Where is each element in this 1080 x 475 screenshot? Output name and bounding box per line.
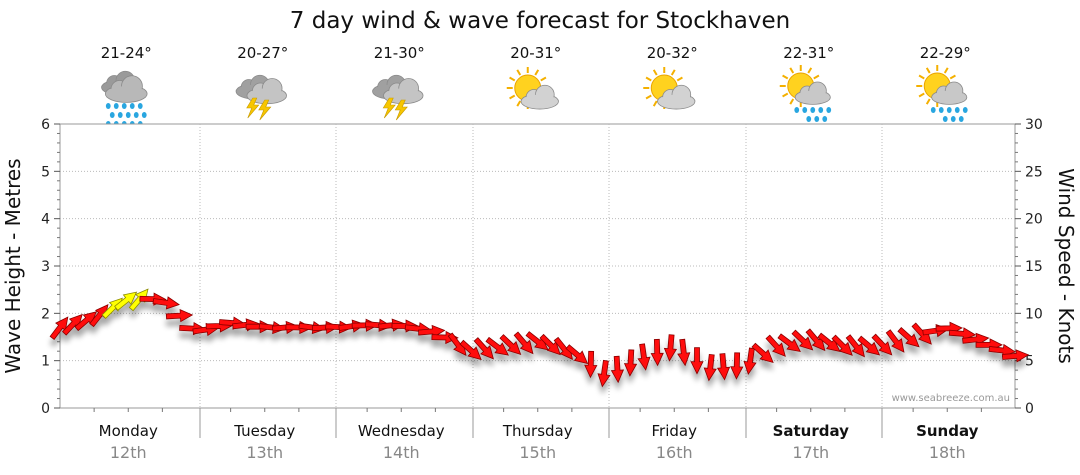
wind-arrow [485, 336, 509, 356]
left-tick-label: 0 [41, 401, 50, 417]
wind-arrow [459, 339, 482, 361]
wind-arrow [513, 331, 534, 355]
day-header: 21-24° 20-27° 21-30° 20-31° 20-32° 22-31° 22-2… [101, 44, 971, 127]
wind-arrow [597, 359, 611, 388]
grid [60, 124, 1015, 438]
wind-arrow [765, 334, 786, 357]
left-tick-label: 5 [41, 164, 50, 180]
wind-arrow [637, 343, 651, 371]
day-temperature-label: 20-27° [237, 44, 288, 62]
day-date-label: 18th [929, 443, 966, 462]
partly-sunny-icon [506, 67, 559, 110]
sun-shower-icon [916, 65, 968, 122]
day-temperature-label: 22-31° [783, 44, 834, 62]
wind-arrow [677, 338, 691, 367]
left-tick-label: 1 [41, 354, 50, 370]
wind-arrow [584, 350, 598, 379]
right-axis-title: Wind Speed - Knots [1054, 168, 1078, 364]
right-tick-label: 15 [1025, 259, 1043, 275]
left-tick-label: 4 [41, 212, 50, 228]
day-date-label: 12th [110, 443, 147, 462]
wind-arrow [663, 334, 678, 362]
wind-arrow [610, 355, 625, 384]
wind-arrow [152, 296, 180, 310]
wind-arrow [777, 333, 801, 353]
wind-arrow [128, 288, 149, 312]
wind-arrow [791, 329, 814, 351]
day-name-label: Friday [652, 422, 698, 440]
wind-arrow [650, 338, 664, 367]
sun-shower-icon [779, 65, 832, 122]
day-date-label: 14th [383, 443, 420, 462]
wind-arrow [473, 337, 494, 360]
day-name-label: Tuesday [233, 422, 295, 440]
rain-cloud-icon [101, 70, 148, 127]
right-tick-label: 30 [1025, 117, 1043, 133]
wind-arrow [690, 347, 704, 375]
wind-arrow [845, 334, 865, 358]
day-labels: Monday 12th Tuesday 13th Wednesday 14th Thursd… [99, 422, 979, 462]
thunderstorm-icon [372, 74, 424, 121]
watermark: www.seabreeze.com.au [892, 393, 1010, 404]
day-date-label: 17th [792, 443, 829, 462]
thunderstorm-icon [235, 74, 287, 121]
wind-arrow [743, 347, 757, 375]
day-temperature-label: 21-30° [374, 44, 425, 62]
wind-arrows [49, 288, 1030, 388]
right-tick-label: 20 [1025, 212, 1043, 228]
chart-title: 7 day wind & wave forecast for Stockhave… [290, 8, 790, 34]
day-date-label: 13th [246, 443, 283, 462]
wind-arrow [1001, 349, 1030, 363]
day-name-label: Wednesday [358, 422, 445, 440]
day-temperature-label: 20-32° [647, 44, 698, 62]
right-tick-label: 25 [1025, 164, 1043, 180]
wind-arrow [716, 353, 731, 381]
day-date-label: 16th [656, 443, 693, 462]
wind-arrow [831, 334, 853, 356]
wind-arrow [730, 352, 744, 380]
wind-arrow [499, 334, 522, 355]
wind-arrow [871, 333, 893, 356]
wind-arrow [565, 344, 589, 365]
day-name-label: Sunday [916, 422, 979, 440]
right-tick-label: 0 [1025, 401, 1034, 417]
wind-arrow [885, 329, 905, 353]
wind-arrow [623, 349, 638, 377]
left-tick-label: 2 [41, 306, 50, 322]
wind-arrow [232, 318, 260, 332]
left-axis-title: Wave Height - Metres [1, 158, 25, 373]
day-temperature-label: 22-29° [920, 44, 971, 62]
wind-arrow [751, 342, 774, 364]
wind-arrow [703, 353, 717, 382]
wind-arrow [857, 335, 881, 356]
left-tick-label: 6 [41, 117, 50, 133]
day-name-label: Monday [99, 422, 158, 440]
day-temperature-label: 20-31° [510, 44, 561, 62]
day-date-label: 15th [519, 443, 556, 462]
right-tick-label: 10 [1025, 306, 1043, 322]
day-temperature-label: 21-24° [101, 44, 152, 62]
wind-arrow [897, 327, 920, 348]
day-name-label: Saturday [773, 422, 850, 440]
day-name-label: Thursday [502, 422, 573, 440]
right-tick-label: 5 [1025, 354, 1034, 370]
partly-sunny-icon [643, 67, 696, 110]
wind-arrow [114, 291, 138, 311]
wind-arrow [165, 309, 194, 323]
left-tick-label: 3 [41, 259, 50, 275]
